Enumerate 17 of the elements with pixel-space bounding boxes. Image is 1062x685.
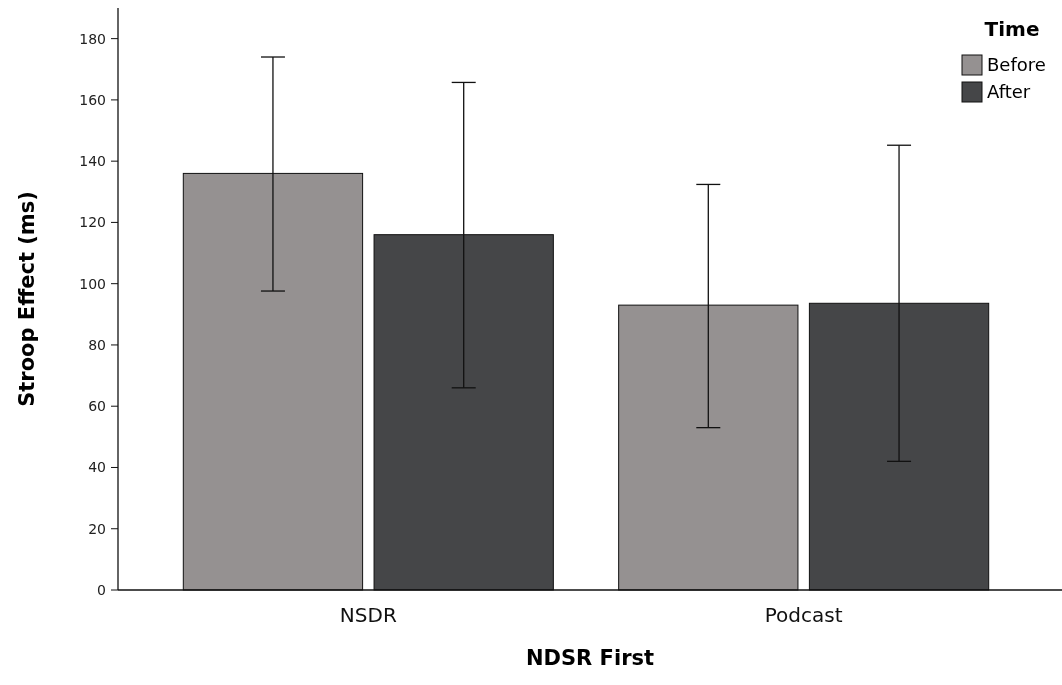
y-tick-label: 100	[79, 275, 106, 292]
y-tick-label: 80	[88, 336, 106, 353]
x-axis-title: NDSR First	[525, 646, 655, 670]
y-axis-title: Stroop Effect (ms)	[15, 191, 39, 407]
y-tick-label: 0	[97, 581, 106, 598]
legend-label: Before	[987, 54, 1046, 76]
y-tick-label: 40	[88, 459, 106, 476]
y-tick-label: 140	[79, 153, 106, 170]
y-tick-label: 20	[88, 520, 106, 537]
y-tick-label: 160	[79, 91, 106, 108]
y-tick-label: 60	[88, 398, 106, 415]
x-tick-label: NSDR	[339, 603, 397, 627]
x-tick-label: Podcast	[764, 603, 843, 627]
legend-label: After	[987, 81, 1031, 103]
legend-title: Time	[984, 17, 1040, 41]
y-tick-label: 180	[79, 30, 106, 47]
y-tick-label: 120	[79, 214, 106, 231]
